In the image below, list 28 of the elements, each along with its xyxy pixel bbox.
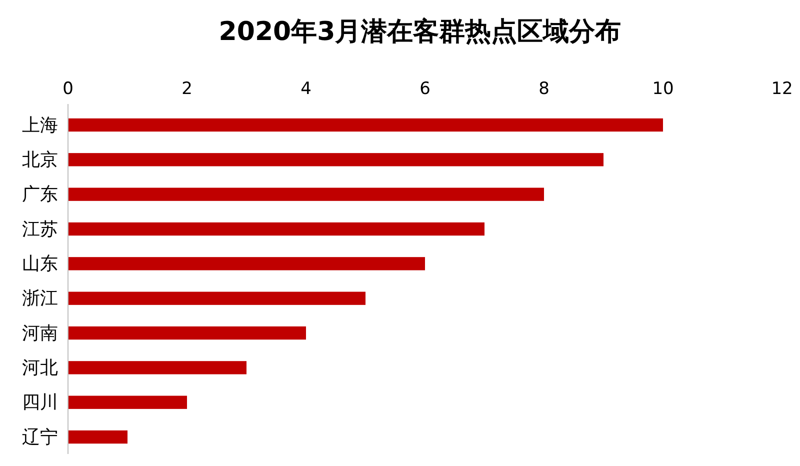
bar [68,222,484,236]
x-tick-label: 2 [182,79,192,99]
y-tick-label: 北京 [22,149,58,170]
bar [68,326,306,340]
bar [68,153,604,166]
y-tick-label: 浙江 [22,288,58,310]
y-tick-label: 河南 [22,322,58,344]
x-tick-label: 10 [652,79,674,99]
y-tick-label: 山东 [22,253,58,274]
y-tick-label: 河北 [22,357,58,378]
x-tick-label: 8 [538,79,550,99]
bar [68,361,246,374]
bar [68,257,425,270]
x-tick-label: 4 [300,79,312,99]
y-tick-label: 辽宁 [22,426,58,448]
bar [68,292,366,305]
y-tick-label: 广东 [22,184,58,206]
bar [68,430,128,444]
x-tick-label: 12 [771,79,793,99]
bar [68,188,544,201]
x-tick-label: 0 [62,79,74,99]
x-tick-label: 6 [420,79,430,99]
y-tick-label: 上海 [22,114,58,136]
bar [68,396,187,409]
y-tick-label: 四川 [22,392,58,414]
chart-title: 2020年3月潜在客群热点区域分布 [218,17,622,47]
y-tick-label: 江苏 [22,218,58,240]
bar [68,118,663,132]
